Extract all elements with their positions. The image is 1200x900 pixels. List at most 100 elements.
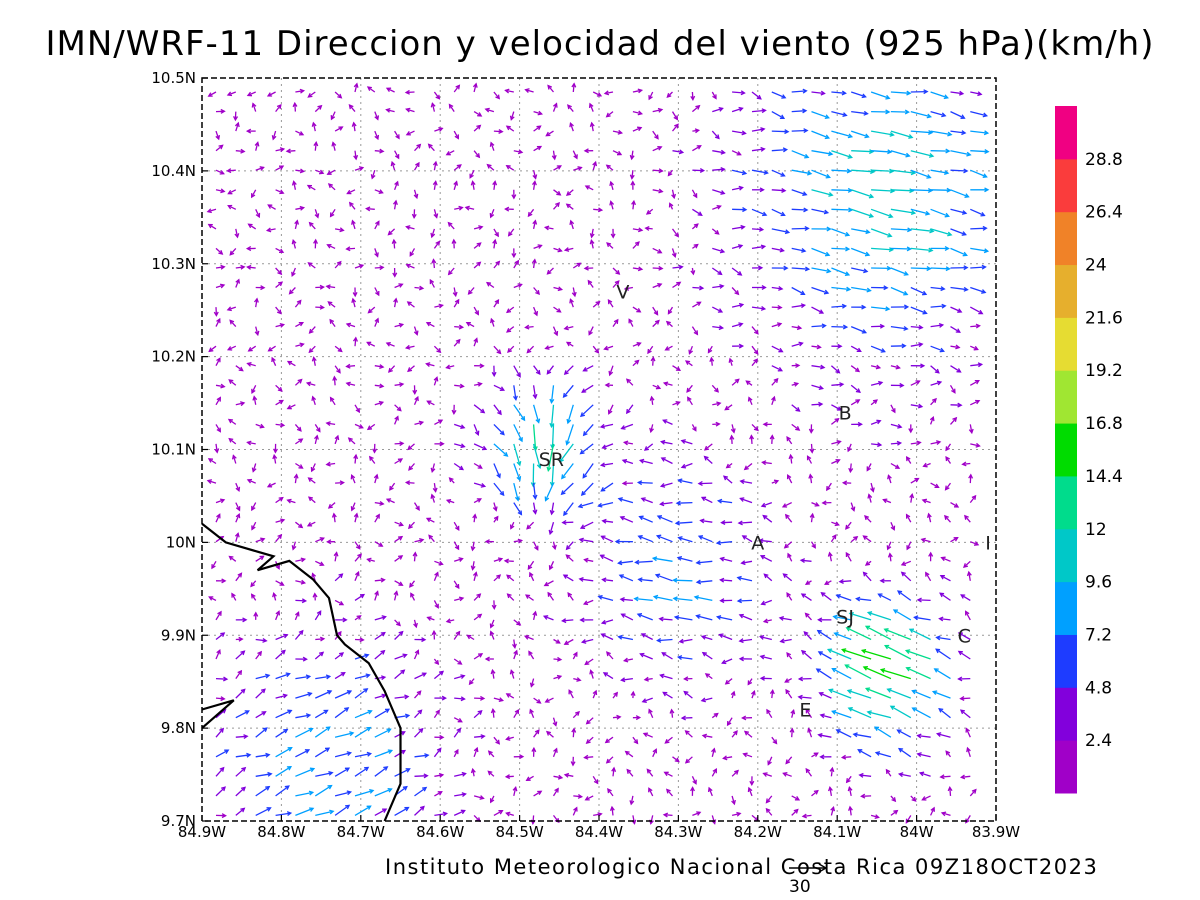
wind-vector [374,591,379,601]
wind-vector-head [734,290,740,296]
wind-vector [941,812,951,817]
wind-vector-head [643,446,649,451]
wind-vector-head [674,123,679,129]
wind-vector-head [247,223,253,229]
wind-vector-head [621,458,628,464]
wind-vector [559,443,574,463]
wind-vector-head [841,480,848,486]
wind-vector-head [524,324,530,330]
wind-vector [763,772,773,777]
wind-vector [949,787,952,796]
wind-vector [602,443,614,449]
wind-vector-head [418,285,425,291]
wind-vector [271,357,277,366]
wind-vector [532,220,537,230]
wind-vector-head [961,461,967,467]
wind-vector-head [373,473,379,479]
wind-vector-head [394,180,399,186]
wind-vector-head [933,668,939,673]
wind-vector [578,501,594,508]
wind-vector-head [829,766,835,773]
wind-vector [394,323,403,328]
wind-vector-head [536,145,543,151]
wind-vector-head [747,396,753,402]
wind-vector-head [695,579,702,585]
wind-vector [446,150,455,156]
wind-vector [374,514,380,523]
wind-vector-head [253,297,259,303]
wind-vector [640,459,653,465]
wind-vector-head [349,731,355,737]
wind-vector-head [251,525,256,531]
wind-vector-head [703,455,709,461]
wind-vector [851,267,868,273]
wind-vector [543,615,554,621]
wind-vector [394,669,405,680]
colorbar-segment [1055,264,1077,318]
wind-vector [354,789,374,797]
wind-vector-head [818,309,825,314]
wind-vector [970,363,982,367]
wind-vector-head [404,89,410,95]
wind-vector-head [458,324,465,330]
wind-vector-head [880,348,886,353]
wind-vector-head [637,535,643,540]
wind-vector-head [738,302,745,308]
wind-vector [961,775,971,778]
wind-vector-head [891,797,897,803]
wind-vector-head [379,364,385,370]
wind-vector-head [430,232,436,239]
wind-vector-head [556,190,562,196]
wind-vector-head [737,244,744,249]
wind-vector-head [808,473,814,479]
wind-vector [561,463,574,479]
wind-vector [406,91,415,94]
wind-vector [593,208,602,211]
wind-vector-head [260,285,266,291]
wind-vector-head [663,771,669,777]
x-tick-label: 84.6W [416,823,464,841]
wind-vector [811,365,825,369]
wind-vector-head [803,128,809,134]
wind-vector [588,326,594,335]
wind-vector [295,767,315,777]
wind-vector [388,365,396,373]
wind-vector [465,206,475,210]
wind-vector-head [279,165,285,170]
wind-vector-head [458,596,465,602]
wind-vector [711,748,715,757]
wind-vector [656,535,673,543]
wind-vector-head [467,289,473,295]
wind-vector-head [939,347,945,353]
wind-vector [287,404,296,410]
wind-vector [433,377,438,386]
wind-vector-head [841,648,847,653]
wind-vector-head [254,141,260,147]
wind-vector [831,305,846,308]
wind-vector-head [516,372,521,378]
wind-vector [493,482,505,496]
wind-vector [431,463,436,472]
wind-vector-head [650,356,656,362]
wind-vector [473,261,481,269]
wind-vector-head [720,190,726,195]
wind-vector [353,122,356,132]
wind-vector-head [956,368,962,373]
wind-vector-head [601,444,607,450]
wind-vector [791,404,800,412]
wind-vector-head [336,368,341,374]
wind-vector-head [410,592,415,598]
wind-vector [723,475,733,484]
wind-vector-head [381,615,387,620]
wind-vector [414,806,425,816]
wind-vector-head [552,721,558,727]
wind-vector [950,247,967,256]
wind-vector-head [326,539,332,545]
wind-vector [739,614,753,621]
wind-vector [751,245,765,250]
wind-vector-head [497,557,504,563]
wind-vector-head [512,395,518,401]
wind-vector [428,143,435,152]
colorbar-label: 16.8 [1085,414,1123,434]
wind-vector-head [861,329,868,334]
